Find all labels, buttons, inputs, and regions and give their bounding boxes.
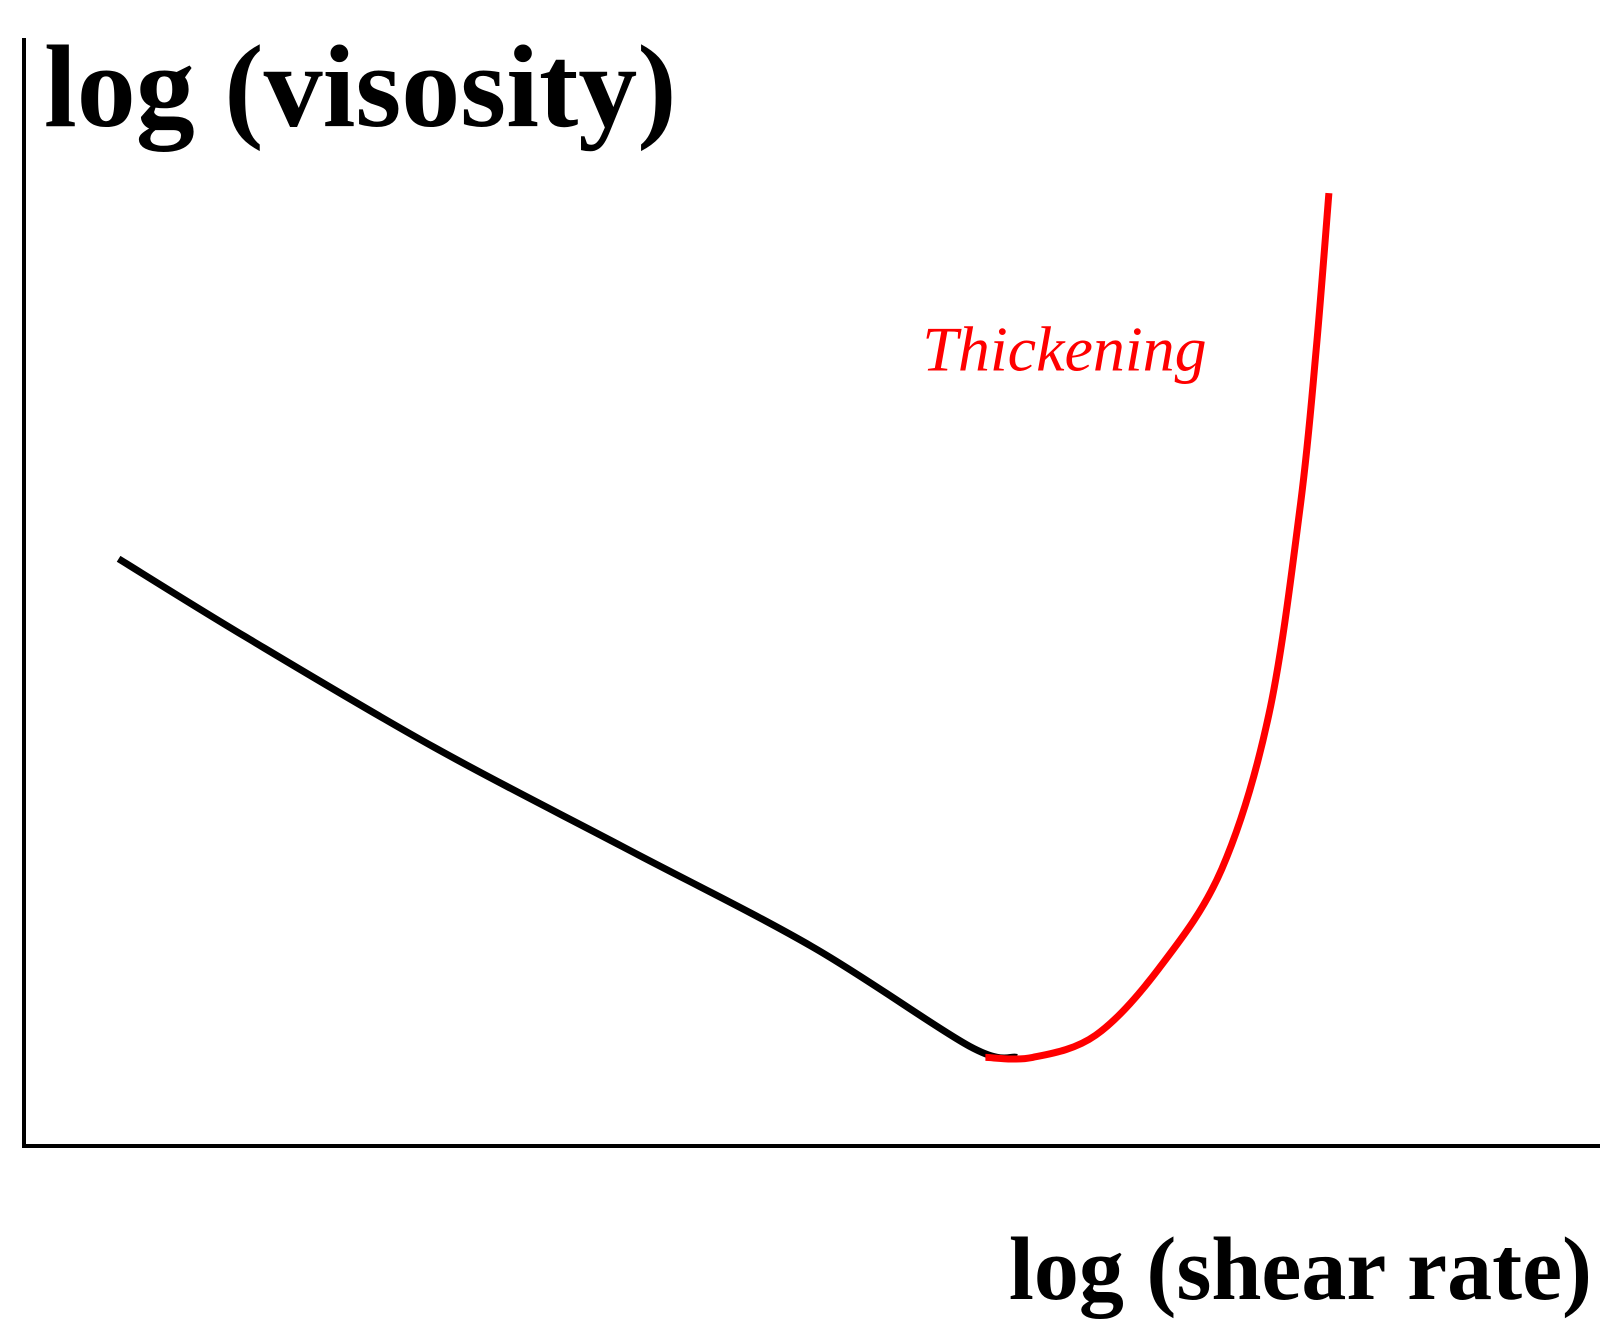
axes — [22, 38, 1600, 1148]
series-layer — [116, 192, 1333, 1063]
annotation-layer: Thickening — [922, 313, 1206, 384]
y-axis-label: log (visosity) — [44, 21, 677, 152]
series-line-1 — [985, 192, 1333, 1063]
x-axis-label: log (shear rate) — [1009, 1220, 1592, 1319]
annotation-label-0: Thickening — [922, 313, 1206, 384]
series-line-0 — [116, 555, 1018, 1062]
